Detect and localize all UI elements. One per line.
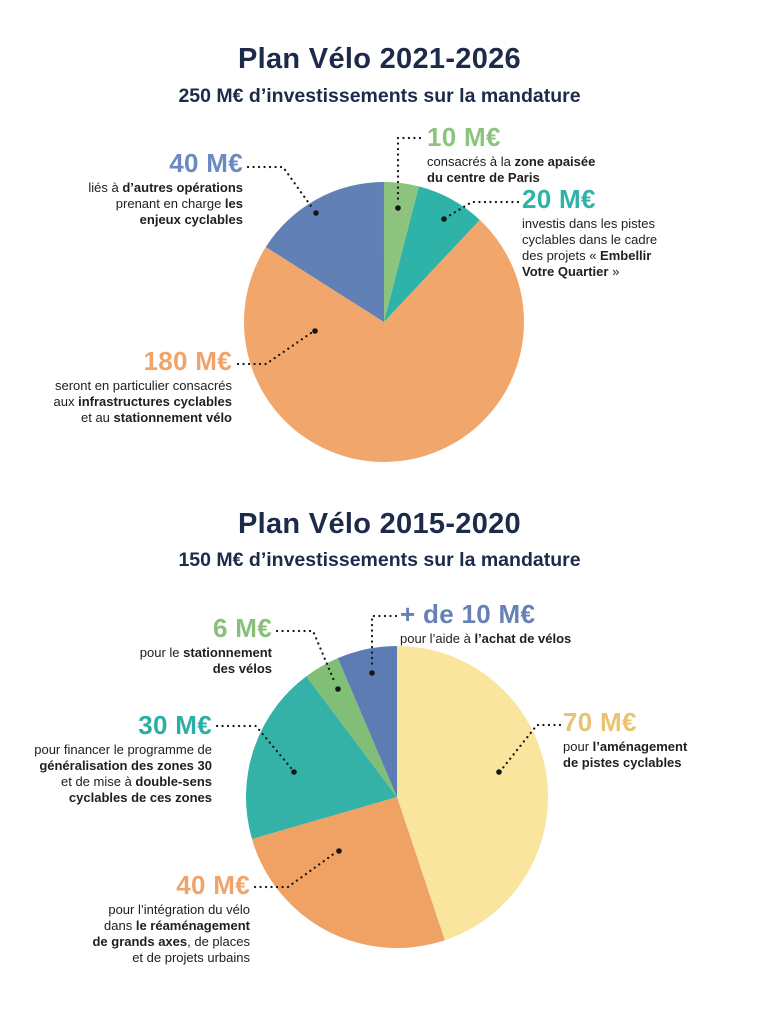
callout-amount: 70 M€: [563, 707, 637, 737]
callout-30me-2015: 30 M€ pour financer le programme de génér…: [34, 710, 212, 805]
pie-slice-6-m€: [306, 658, 397, 797]
pie-slice-20-m€: [384, 186, 480, 322]
callout-amount: 10 M€: [427, 122, 501, 152]
callout-180me-2021: 180 M€ seront en particulier consacrés au…: [53, 346, 232, 426]
callout-amount: 20 M€: [522, 184, 596, 214]
callout-description: pour financer le programme de généralisat…: [34, 742, 212, 805]
callout-amount: + de 10 M€: [400, 599, 536, 629]
callout-description: pour l’intégration du vélo dans le réamén…: [92, 902, 250, 965]
callout-amount: 40 M€: [169, 148, 243, 178]
callout-description: consacrés à la zone apaisée du centre de …: [427, 154, 596, 186]
callout-40me-2021: 40 M€ liés à d’autres opérations prenant …: [88, 148, 243, 228]
callout-description: investis dans les pistes cyclables dans l…: [522, 216, 658, 279]
pie-slice-10-m€: [384, 182, 419, 322]
callout-plus10me-2015: + de 10 M€ pour l’aide à l’achat de vélo…: [400, 599, 572, 647]
chart1-subtitle: 250 M€ d’investissements sur la mandatur…: [178, 85, 581, 107]
callout-amount: 6 M€: [212, 613, 272, 643]
callout-70me-2015: 70 M€ pour l’aménagement de pistes cyclab…: [563, 707, 688, 771]
callout-description: pour l’aide à l’achat de vélos: [400, 631, 572, 647]
callout-amount: 40 M€: [176, 870, 250, 900]
callout-6me-2015: 6 M€ pour le stationnement des vélos: [139, 613, 272, 677]
callout-description: seront en particulier consacrés aux infra…: [53, 378, 232, 425]
callout-10me-2021: 10 M€ consacrés à la zone apaisée du cent…: [427, 122, 596, 186]
pie-slice-+-de-10-m€: [337, 646, 397, 797]
chart2-title: Plan Vélo 2015-2020: [238, 508, 521, 540]
callout-description: pour le stationnement des vélos: [139, 645, 272, 677]
chart2-subtitle: 150 M€ d’investissements sur la mandatur…: [178, 549, 581, 571]
callout-40me-2015: 40 M€ pour l’intégration du vélo dans le …: [92, 870, 250, 965]
pie-slice-180-m€: [244, 219, 524, 462]
chart1-title: Plan Vélo 2021-2026: [238, 43, 521, 75]
pie-chart-2015: [246, 646, 548, 948]
callout-amount: 30 M€: [138, 710, 212, 740]
pie-slice-40-m€: [251, 797, 445, 948]
callout-20me-2021: 20 M€ investis dans les pistes cyclables …: [522, 184, 658, 279]
callout-description: pour l’aménagement de pistes cyclables: [563, 739, 688, 771]
pie-slice-30-m€: [246, 676, 397, 840]
pie-slice-40-m€: [265, 182, 384, 322]
pie-chart-2021: [244, 182, 524, 462]
pie-slice-70-m€: [397, 646, 548, 941]
callout-description: liés à d’autres opérations prenant en cha…: [88, 180, 243, 227]
callout-amount: 180 M€: [143, 346, 232, 376]
